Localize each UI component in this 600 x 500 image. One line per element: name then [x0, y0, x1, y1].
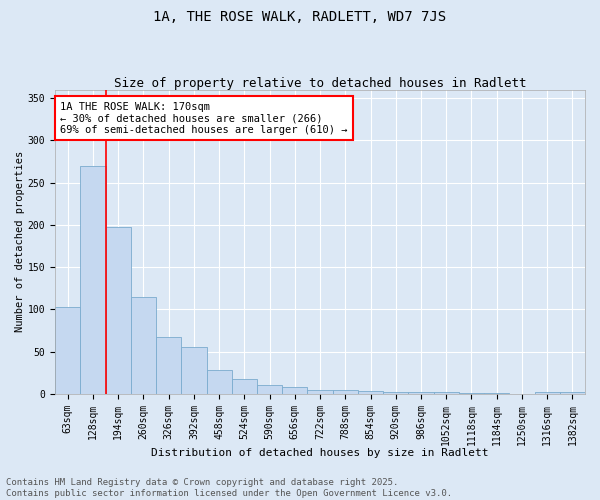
Bar [434, 392, 459, 394]
X-axis label: Distribution of detached houses by size in Radlett: Distribution of detached houses by size … [151, 448, 489, 458]
Bar [257, 386, 282, 394]
Bar [106, 228, 131, 394]
Text: Contains HM Land Registry data © Crown copyright and database right 2025.
Contai: Contains HM Land Registry data © Crown c… [6, 478, 452, 498]
Bar [484, 393, 509, 394]
Bar [55, 307, 80, 394]
Bar [181, 348, 206, 394]
Bar [232, 378, 257, 394]
Title: Size of property relative to detached houses in Radlett: Size of property relative to detached ho… [114, 76, 526, 90]
Bar [358, 392, 383, 394]
Bar [332, 390, 358, 394]
Bar [156, 337, 181, 394]
Bar [282, 387, 307, 394]
Text: 1A, THE ROSE WALK, RADLETT, WD7 7JS: 1A, THE ROSE WALK, RADLETT, WD7 7JS [154, 10, 446, 24]
Bar [459, 393, 484, 394]
Bar [131, 296, 156, 394]
Text: 1A THE ROSE WALK: 170sqm
← 30% of detached houses are smaller (266)
69% of semi-: 1A THE ROSE WALK: 170sqm ← 30% of detach… [61, 102, 348, 135]
Y-axis label: Number of detached properties: Number of detached properties [15, 151, 25, 332]
Bar [535, 392, 560, 394]
Bar [80, 166, 106, 394]
Bar [383, 392, 409, 394]
Bar [560, 392, 585, 394]
Bar [206, 370, 232, 394]
Bar [409, 392, 434, 394]
Bar [307, 390, 332, 394]
